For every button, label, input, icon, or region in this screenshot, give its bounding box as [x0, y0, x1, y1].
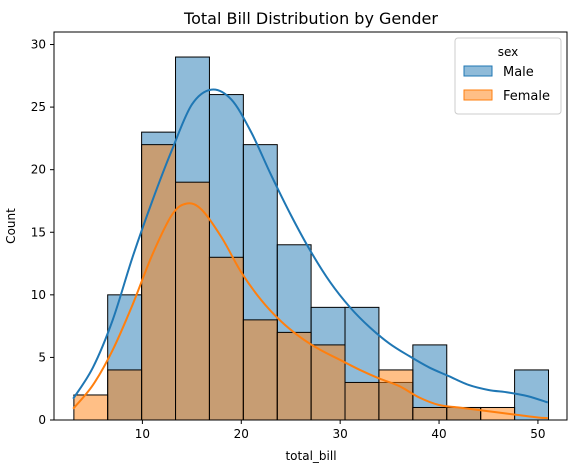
bar-female-6 [276, 331, 312, 421]
x-tick-label: 40 [431, 427, 446, 441]
y-tick-label: 30 [31, 38, 46, 52]
bar-female-4 [208, 256, 244, 421]
legend-label-male: Male [503, 65, 534, 80]
bar-female-1 [107, 369, 143, 421]
y-tick-label: 10 [31, 288, 46, 302]
y-axis-label: Count [4, 208, 18, 244]
legend-title: sex [498, 45, 519, 59]
plot-frame [53, 31, 568, 421]
x-tick-label: 30 [333, 427, 348, 441]
legend: sex Male Female [454, 37, 562, 115]
x-tick-label: 50 [530, 427, 545, 441]
bar-female-9 [378, 369, 414, 421]
y-tick-label: 5 [38, 350, 46, 364]
bar-female-10 [412, 406, 448, 421]
y-tick-label: 15 [31, 225, 46, 239]
x-tick-label: 20 [234, 427, 249, 441]
x-tick-label: 10 [135, 427, 150, 441]
bar-female-0 [73, 394, 109, 421]
kde-layer [72, 88, 549, 420]
y-tick-label: 20 [31, 163, 46, 177]
legend-label-female: Female [503, 89, 550, 104]
y-tick-label: 0 [38, 413, 46, 427]
bar-female-3 [175, 181, 210, 421]
legend-swatch-female [463, 89, 493, 101]
bar-female-5 [242, 319, 278, 421]
kde-line-male [72, 88, 549, 404]
bars-layer [73, 56, 550, 421]
chart-title: Total Bill Distribution by Gender [183, 9, 438, 28]
legend-swatch-male [463, 65, 493, 77]
bar-female-8 [344, 381, 380, 421]
bar-female-7 [310, 344, 346, 421]
y-tick-label: 25 [31, 100, 46, 114]
axes-layer: 10 20 30 40 50 0 5 10 15 20 25 30 [31, 31, 568, 441]
x-axis-label: total_bill [285, 449, 336, 463]
bar-female-2 [141, 144, 177, 421]
kde-line-female [72, 202, 548, 420]
